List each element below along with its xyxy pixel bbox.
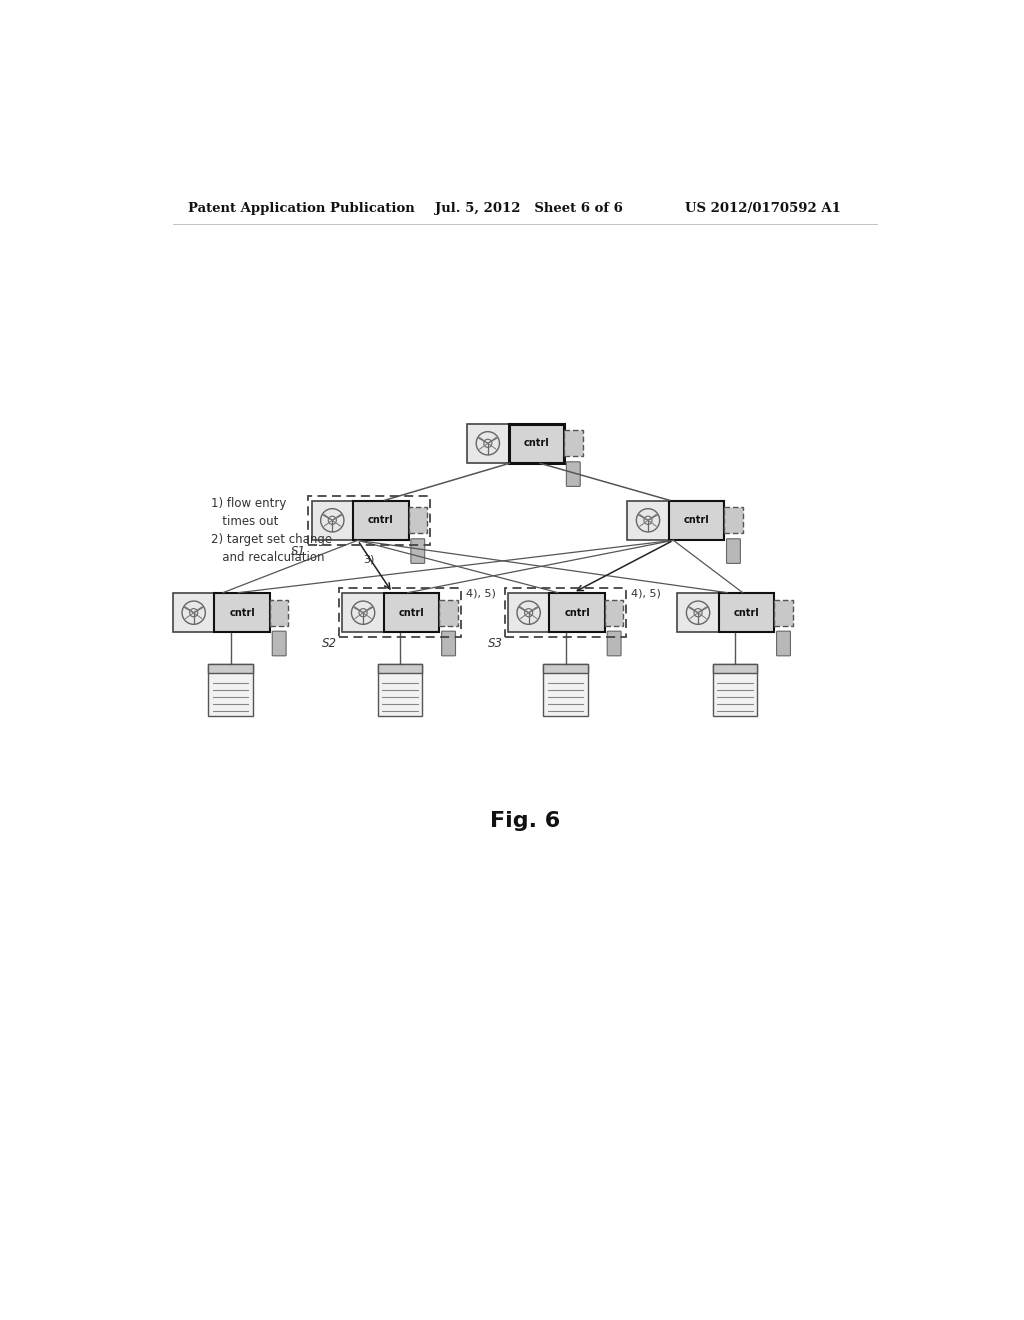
Text: 3): 3) — [364, 554, 375, 565]
FancyBboxPatch shape — [173, 594, 214, 632]
FancyBboxPatch shape — [776, 631, 791, 656]
FancyBboxPatch shape — [727, 539, 740, 564]
FancyBboxPatch shape — [550, 594, 605, 632]
FancyBboxPatch shape — [628, 502, 669, 540]
FancyBboxPatch shape — [378, 664, 422, 673]
FancyBboxPatch shape — [270, 599, 289, 626]
FancyBboxPatch shape — [441, 631, 456, 656]
FancyBboxPatch shape — [508, 594, 550, 632]
Text: cntrl: cntrl — [733, 607, 760, 618]
Text: 1) flow entry
   times out
2) target set change
   and recalculation: 1) flow entry times out 2) target set ch… — [211, 498, 333, 564]
Text: cntrl: cntrl — [523, 438, 549, 449]
FancyBboxPatch shape — [713, 664, 758, 715]
FancyBboxPatch shape — [353, 502, 409, 540]
FancyBboxPatch shape — [605, 599, 624, 626]
FancyBboxPatch shape — [509, 424, 564, 462]
FancyBboxPatch shape — [467, 424, 509, 462]
FancyBboxPatch shape — [669, 502, 724, 540]
FancyBboxPatch shape — [214, 594, 270, 632]
FancyBboxPatch shape — [713, 664, 758, 673]
FancyBboxPatch shape — [272, 631, 286, 656]
FancyBboxPatch shape — [544, 664, 588, 673]
FancyBboxPatch shape — [409, 507, 427, 533]
FancyBboxPatch shape — [607, 631, 621, 656]
FancyBboxPatch shape — [724, 507, 742, 533]
Text: US 2012/0170592 A1: US 2012/0170592 A1 — [685, 202, 841, 215]
Text: Fig. 6: Fig. 6 — [489, 810, 560, 830]
FancyBboxPatch shape — [311, 502, 353, 540]
Text: S2: S2 — [322, 638, 337, 651]
FancyBboxPatch shape — [411, 539, 425, 564]
Text: cntrl: cntrl — [229, 607, 255, 618]
FancyBboxPatch shape — [439, 599, 458, 626]
FancyBboxPatch shape — [378, 664, 422, 715]
Text: 4), 5): 4), 5) — [631, 589, 660, 598]
FancyBboxPatch shape — [719, 594, 774, 632]
Text: Jul. 5, 2012   Sheet 6 of 6: Jul. 5, 2012 Sheet 6 of 6 — [435, 202, 623, 215]
FancyBboxPatch shape — [564, 430, 583, 457]
Text: S1: S1 — [291, 545, 306, 558]
Text: cntrl: cntrl — [684, 515, 710, 525]
Text: cntrl: cntrl — [368, 515, 393, 525]
Text: S3: S3 — [487, 638, 503, 651]
FancyBboxPatch shape — [774, 599, 793, 626]
FancyBboxPatch shape — [208, 664, 253, 673]
Text: Patent Application Publication: Patent Application Publication — [188, 202, 415, 215]
FancyBboxPatch shape — [544, 664, 588, 715]
FancyBboxPatch shape — [566, 462, 581, 487]
FancyBboxPatch shape — [677, 594, 719, 632]
Text: cntrl: cntrl — [398, 607, 425, 618]
Text: 4), 5): 4), 5) — [466, 589, 496, 598]
FancyBboxPatch shape — [342, 594, 384, 632]
FancyBboxPatch shape — [208, 664, 253, 715]
FancyBboxPatch shape — [384, 594, 439, 632]
Text: cntrl: cntrl — [564, 607, 590, 618]
